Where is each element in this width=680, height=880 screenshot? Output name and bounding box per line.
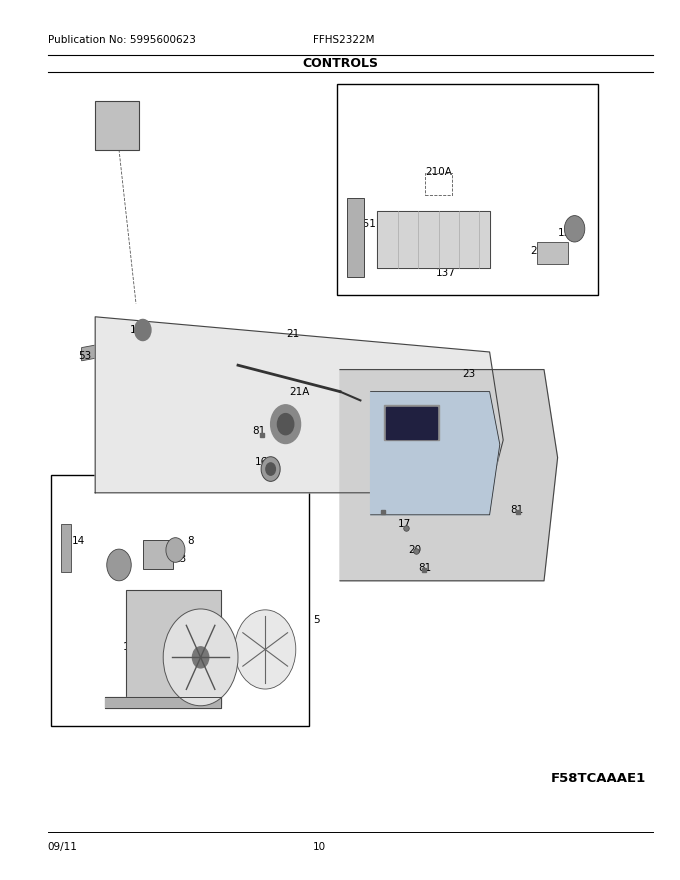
Text: 210: 210 (530, 246, 551, 256)
Text: 14: 14 (71, 536, 85, 546)
Circle shape (277, 414, 294, 435)
Bar (51, 475, 309, 726)
Bar (425, 173, 452, 195)
Polygon shape (377, 211, 490, 268)
Text: 09/11: 09/11 (48, 841, 78, 852)
Polygon shape (340, 370, 558, 581)
Circle shape (135, 319, 151, 341)
Bar (347, 198, 364, 277)
Circle shape (564, 216, 585, 242)
Text: Publication No: 5995600623: Publication No: 5995600623 (48, 34, 195, 45)
Bar (95, 101, 139, 150)
Text: 101: 101 (129, 325, 150, 335)
Text: 17: 17 (398, 518, 411, 529)
Text: 137: 137 (435, 268, 456, 278)
Text: 139: 139 (558, 228, 578, 238)
Text: F58TCAAAE1: F58TCAAAE1 (551, 773, 646, 785)
Bar (143, 540, 173, 569)
Text: 5: 5 (313, 615, 320, 626)
Bar (126, 590, 221, 704)
Text: 151: 151 (357, 219, 377, 230)
Circle shape (271, 405, 301, 444)
Text: 81: 81 (374, 505, 388, 516)
Text: 10: 10 (313, 841, 326, 852)
Text: 81: 81 (510, 505, 524, 516)
Polygon shape (371, 392, 500, 515)
Polygon shape (82, 343, 105, 361)
Bar (537, 242, 568, 264)
Circle shape (107, 549, 131, 581)
Text: 16: 16 (255, 457, 269, 467)
Text: 20: 20 (408, 545, 422, 555)
Bar (61, 524, 71, 572)
Text: 149: 149 (122, 642, 143, 652)
Circle shape (163, 609, 238, 706)
Circle shape (261, 457, 280, 481)
Text: 210A: 210A (425, 166, 452, 177)
Text: 13: 13 (173, 554, 187, 564)
Polygon shape (95, 317, 503, 493)
Text: 115: 115 (109, 131, 129, 142)
Text: 81: 81 (252, 426, 265, 436)
Text: 8: 8 (187, 536, 194, 546)
Text: 15: 15 (279, 408, 292, 419)
Text: FFHS2322M: FFHS2322M (313, 34, 374, 45)
Circle shape (166, 538, 185, 562)
Text: 23: 23 (462, 369, 476, 379)
Text: 21A: 21A (289, 386, 309, 397)
Bar (386, 407, 437, 439)
Polygon shape (105, 697, 221, 708)
Text: 53: 53 (78, 351, 92, 362)
Bar (337, 84, 598, 295)
Text: 81: 81 (418, 562, 432, 573)
Circle shape (235, 610, 296, 689)
Text: 21: 21 (286, 329, 299, 340)
Text: CONTROLS: CONTROLS (302, 57, 378, 70)
Text: 9: 9 (112, 558, 119, 568)
Circle shape (192, 647, 209, 668)
Bar (384, 405, 439, 440)
Circle shape (266, 463, 275, 475)
